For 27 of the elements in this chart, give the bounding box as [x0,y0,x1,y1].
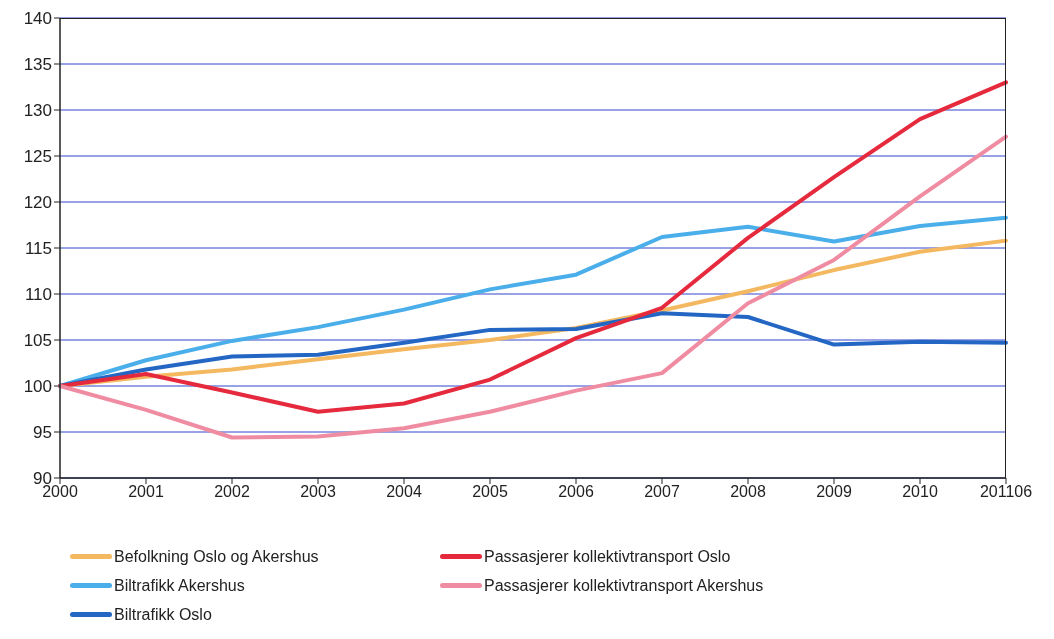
line-series [58,134,1008,440]
x-tick-label: 2009 [816,483,852,501]
y-tick-label: 115 [24,239,52,259]
x-tick-label: 2005 [472,483,508,501]
x-tick-label: 2010 [902,483,938,501]
y-tick-label: 110 [24,285,52,305]
y-tick-label: 135 [23,55,52,75]
y-tick-label: 120 [23,193,52,213]
x-tick-label: 2004 [386,483,422,501]
y-tick-label: 140 [23,9,52,29]
legend-label: Biltrafikk Oslo [114,605,212,624]
x-tick-label: 2007 [644,483,680,501]
legend-label: Befolkning Oslo og Akershus [114,547,319,566]
y-tick-label: 100 [23,377,52,397]
x-tick-label: 2006 [558,483,594,501]
x-tick-label: 201106 [979,483,1033,501]
legend-label: Biltrafikk Akershus [114,576,245,595]
y-tick-label: 130 [23,101,52,121]
x-tick-label: 2003 [300,483,336,501]
x-tick-label: 2008 [730,483,766,501]
y-tick-label: 125 [23,147,52,167]
x-tick-label: 2002 [214,483,250,501]
y-tick-label: 95 [33,423,52,443]
legend-label: Passasjerer kollektivtransport Oslo [484,547,731,566]
y-tick-label: 105 [23,331,52,351]
x-tick-label: 2001 [128,483,164,501]
legend-label: Passasjerer kollektivtransport Akershus [484,576,764,595]
